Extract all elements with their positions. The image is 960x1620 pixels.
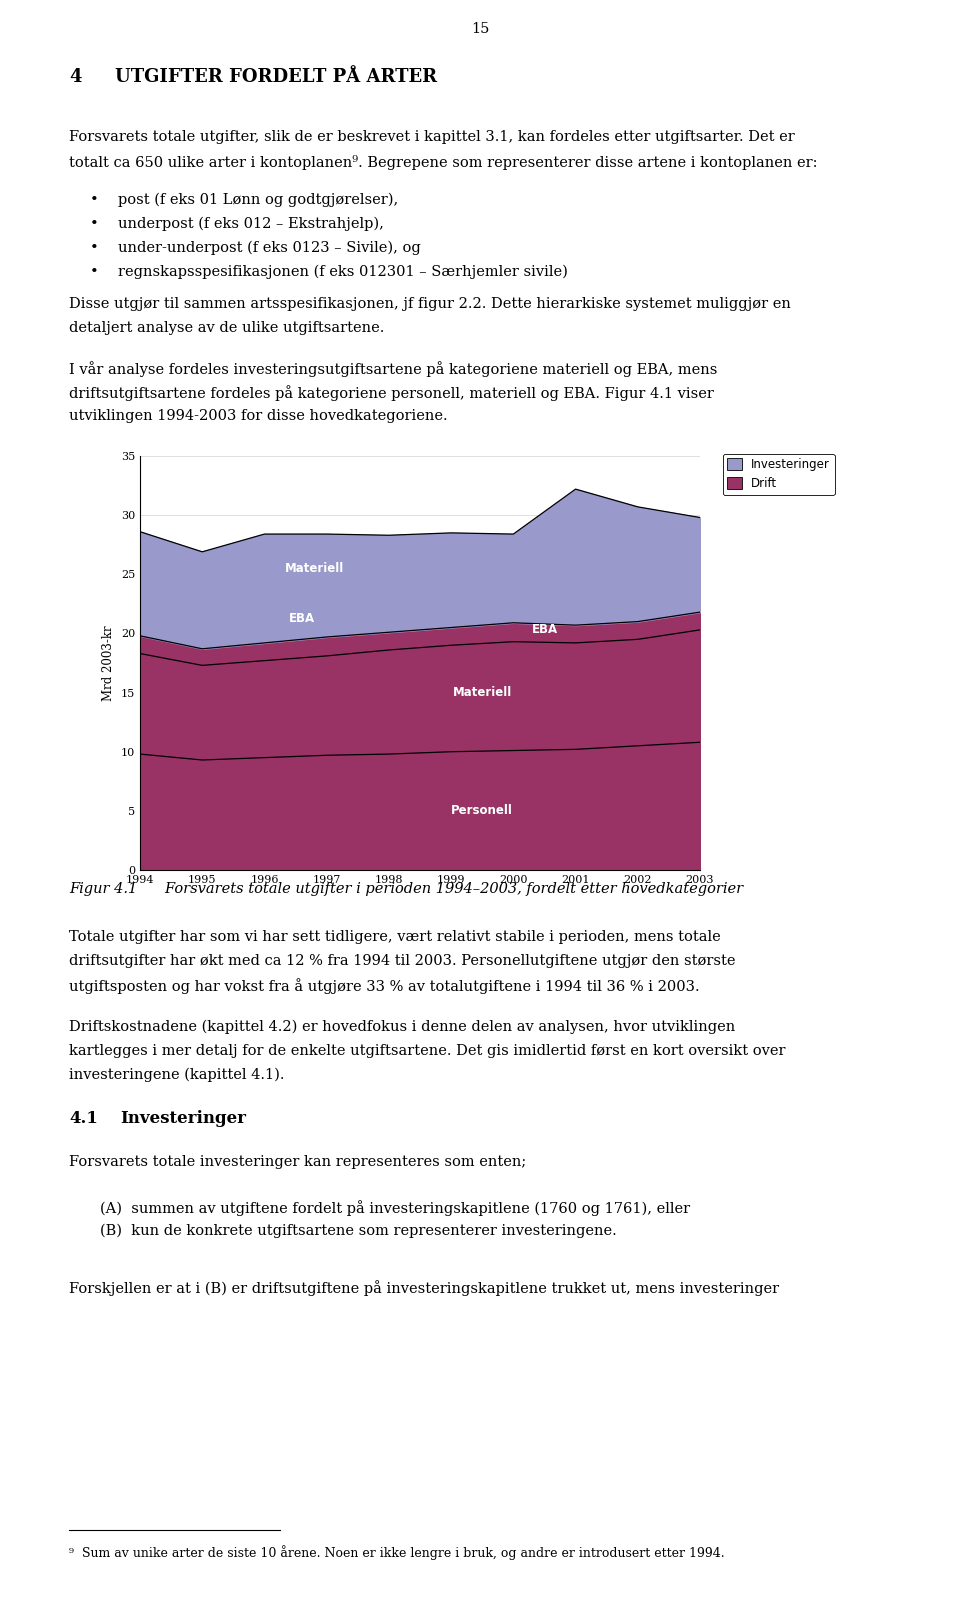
Text: Forsvarets totale investeringer kan representeres som enten;: Forsvarets totale investeringer kan repr… <box>69 1155 526 1170</box>
Text: 4: 4 <box>69 68 82 86</box>
Text: underpost (f eks 012 – Ekstrahjelp),: underpost (f eks 012 – Ekstrahjelp), <box>118 217 384 232</box>
Text: investeringene (kapittel 4.1).: investeringene (kapittel 4.1). <box>69 1068 284 1082</box>
Text: •: • <box>90 266 99 279</box>
Text: 4.1: 4.1 <box>69 1110 98 1128</box>
Text: Disse utgjør til sammen artsspesifikasjonen, jf figur 2.2. Dette hierarkiske sys: Disse utgjør til sammen artsspesifikasjo… <box>69 296 791 311</box>
Text: (A)  summen av utgiftene fordelt på investeringskapitlene (1760 og 1761), eller: (A) summen av utgiftene fordelt på inves… <box>100 1200 690 1217</box>
Text: Personell: Personell <box>451 805 514 818</box>
Text: I vår analyse fordeles investeringsutgiftsartene på kategoriene materiell og EBA: I vår analyse fordeles investeringsutgif… <box>69 361 717 377</box>
Text: Figur 4.1      Forsvarets totale utgifter i perioden 1994–2003, fordelt etter ho: Figur 4.1 Forsvarets totale utgifter i p… <box>69 881 743 896</box>
Text: utviklingen 1994-2003 for disse hovedkategoriene.: utviklingen 1994-2003 for disse hovedkat… <box>69 408 447 423</box>
Text: Materiell: Materiell <box>284 562 344 575</box>
Text: under-underpost (f eks 0123 – Sivile), og: under-underpost (f eks 0123 – Sivile), o… <box>118 241 420 256</box>
Text: driftsutgifter har økt med ca 12 % fra 1994 til 2003. Personellutgiftene utgjør : driftsutgifter har økt med ca 12 % fra 1… <box>69 954 735 969</box>
Text: Totale utgifter har som vi har sett tidligere, vært relativt stabile i perioden,: Totale utgifter har som vi har sett tidl… <box>69 930 721 944</box>
Text: driftsutgiftsartene fordeles på kategoriene personell, materiell og EBA. Figur 4: driftsutgiftsartene fordeles på kategori… <box>69 386 714 400</box>
Text: detaljert analyse av de ulike utgiftsartene.: detaljert analyse av de ulike utgiftsart… <box>69 321 385 335</box>
Y-axis label: Mrd 2003-kr: Mrd 2003-kr <box>103 625 115 701</box>
Text: (B)  kun de konkrete utgiftsartene som representerer investeringene.: (B) kun de konkrete utgiftsartene som re… <box>100 1225 616 1238</box>
Text: Driftskostnadene (kapittel 4.2) er hovedfokus i denne delen av analysen, hvor ut: Driftskostnadene (kapittel 4.2) er hoved… <box>69 1021 735 1035</box>
Text: •: • <box>90 241 99 254</box>
Text: kartlegges i mer detalj for de enkelte utgiftsartene. Det gis imidlertid først e: kartlegges i mer detalj for de enkelte u… <box>69 1043 785 1058</box>
Text: utgiftsposten og har vokst fra å utgjøre 33 % av totalutgiftene i 1994 til 36 % : utgiftsposten og har vokst fra å utgjøre… <box>69 978 700 995</box>
Text: Forsvarets totale utgifter, slik de er beskrevet i kapittel 3.1, kan fordeles et: Forsvarets totale utgifter, slik de er b… <box>69 130 795 144</box>
Legend: Investeringer, Drift: Investeringer, Drift <box>723 454 834 496</box>
Text: 15: 15 <box>470 23 490 36</box>
Text: Materiell: Materiell <box>452 687 512 700</box>
Text: •: • <box>90 193 99 207</box>
Text: ⁹  Sum av unike arter de siste 10 årene. Noen er ikke lengre i bruk, og andre er: ⁹ Sum av unike arter de siste 10 årene. … <box>69 1545 725 1560</box>
Text: Forskjellen er at i (B) er driftsutgiftene på investeringskapitlene trukket ut, : Forskjellen er at i (B) er driftsutgifte… <box>69 1280 780 1296</box>
Text: EBA: EBA <box>532 624 558 637</box>
Text: regnskapsspesifikasjonen (f eks 012301 – Særhjemler sivile): regnskapsspesifikasjonen (f eks 012301 –… <box>118 266 568 279</box>
Text: EBA: EBA <box>289 612 315 625</box>
Text: •: • <box>90 217 99 232</box>
Text: totalt ca 650 ulike arter i kontoplanen⁹. Begrepene som representerer disse arte: totalt ca 650 ulike arter i kontoplanen⁹… <box>69 156 818 170</box>
Text: Investeringer: Investeringer <box>120 1110 246 1128</box>
Text: UTGIFTER FORDELT PÅ ARTER: UTGIFTER FORDELT PÅ ARTER <box>115 68 437 86</box>
Text: post (f eks 01 Lønn og godtgjørelser),: post (f eks 01 Lønn og godtgjørelser), <box>118 193 398 207</box>
